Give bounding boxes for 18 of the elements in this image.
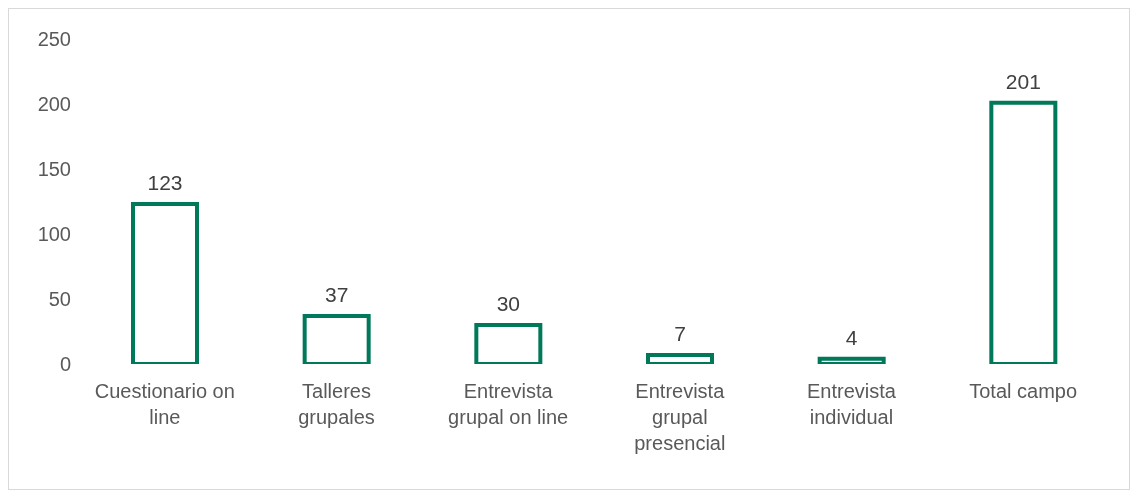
y-tick-label: 150 xyxy=(37,158,71,181)
data-label: 123 xyxy=(147,171,183,195)
data-label: 201 xyxy=(1005,69,1041,93)
x-tick-label: Entrevista grupal on line xyxy=(448,380,569,428)
y-tick-label: 200 xyxy=(37,93,71,116)
data-label: 4 xyxy=(845,325,858,349)
y-tick-label: 50 xyxy=(48,288,71,311)
y-tick-label: 0 xyxy=(59,353,71,376)
data-label: 7 xyxy=(674,321,686,345)
y-tick-label: 250 xyxy=(37,28,71,51)
x-tick-label: Entrevista individual xyxy=(807,380,897,428)
y-tick-label: 100 xyxy=(37,223,71,246)
x-tick-label: Talleres grupales xyxy=(298,380,375,428)
x-tick-label: Entrevista grupal presencial xyxy=(634,380,726,454)
x-tick-label: Total campo xyxy=(969,380,1078,402)
data-label: 30 xyxy=(496,292,521,315)
x-tick-label: Cuestionario on line xyxy=(94,380,235,428)
data-label: 37 xyxy=(324,282,349,306)
